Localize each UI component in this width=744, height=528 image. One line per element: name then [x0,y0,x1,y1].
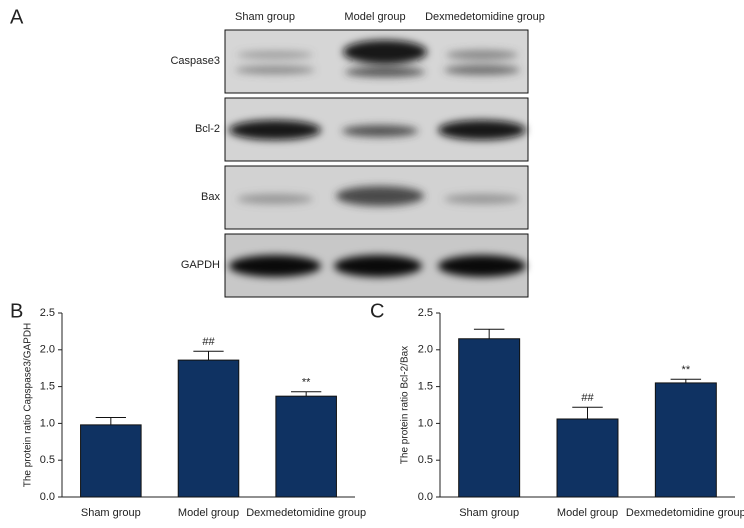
y-tick-label: 1.0 [40,417,55,429]
bar [80,424,142,498]
y-tick-label: 1.5 [418,381,433,393]
blot-row-label: Bcl-2 [195,123,220,135]
x-tick-label: Model group [178,507,239,519]
western-blot [224,29,529,298]
significance-marker: ## [581,392,594,404]
y-tick-label: 1.0 [418,417,433,429]
bar [458,338,521,498]
blot-row-label: Caspase3 [170,55,220,67]
significance-marker: ** [302,377,311,389]
panel-label: C [370,300,384,322]
blot-row-label: Bax [201,191,220,203]
significance-marker: ** [682,364,691,376]
y-tick-label: 2.0 [40,344,55,356]
x-tick-label: Sham group [81,507,141,519]
significance-marker: ## [202,336,215,348]
x-tick-label: Dexmedetomidine group [246,507,366,519]
y-tick-label: 1.5 [40,381,55,393]
bar [556,418,619,498]
y-tick-label: 2.0 [418,344,433,356]
y-axis-label: The protein ratio Capspase3/GAPDH [23,323,34,488]
y-tick-label: 0.0 [40,491,55,503]
panel-label: B [10,300,23,322]
y-tick-label: 0.5 [418,454,433,466]
blot-column-label: Model group [344,11,405,23]
y-tick-label: 0.5 [40,454,55,466]
bar [177,359,240,498]
y-axis-label: The protein ratio Bcl-2/Bax [400,346,411,464]
blot-column-label: Dexmedetomidine group [425,11,545,23]
y-tick-label: 0.0 [418,491,433,503]
x-tick-label: Model group [557,507,618,519]
bands [229,40,526,277]
panel-label: A [10,6,24,28]
blot-column-label: Sham group [235,11,295,23]
x-tick-label: Sham group [459,507,519,519]
bar [654,382,717,498]
blot-row-label: GAPDH [181,259,220,271]
bar [275,395,337,498]
x-tick-label: Dexmedetomidine group [626,507,744,519]
y-tick-label: 2.5 [418,307,433,319]
y-tick-label: 2.5 [40,307,55,319]
